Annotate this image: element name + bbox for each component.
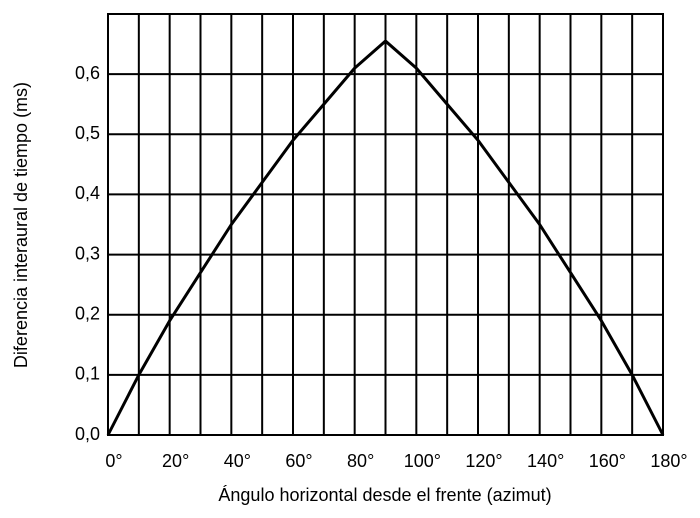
y-tick-label: 0,1: [75, 364, 100, 384]
x-tick-label: 140°: [527, 451, 564, 471]
x-tick-label: 20°: [162, 451, 189, 471]
y-tick-label: 0,4: [75, 183, 100, 203]
x-tick-label: 100°: [404, 451, 441, 471]
x-tick-label: 0°: [105, 451, 122, 471]
y-tick-label: 0,0: [75, 424, 100, 444]
x-axis-title: Ángulo horizontal desde el frente (azimu…: [218, 485, 551, 505]
y-tick-label: 0,6: [75, 63, 100, 83]
x-tick-label: 40°: [224, 451, 251, 471]
x-tick-label: 120°: [465, 451, 502, 471]
x-tick-label: 60°: [285, 451, 312, 471]
x-tick-label: 160°: [589, 451, 626, 471]
x-tick-label: 180°: [650, 451, 687, 471]
data-line: [106, 39, 665, 436]
y-tick-label: 0,2: [75, 303, 100, 323]
y-axis-title: Diferencia interaural de tiempo (ms): [11, 82, 31, 368]
plot-frame: [107, 13, 664, 436]
y-tick-label: 0,5: [75, 123, 100, 143]
x-tick-label: 80°: [347, 451, 374, 471]
y-tick-label: 0,3: [75, 243, 100, 263]
